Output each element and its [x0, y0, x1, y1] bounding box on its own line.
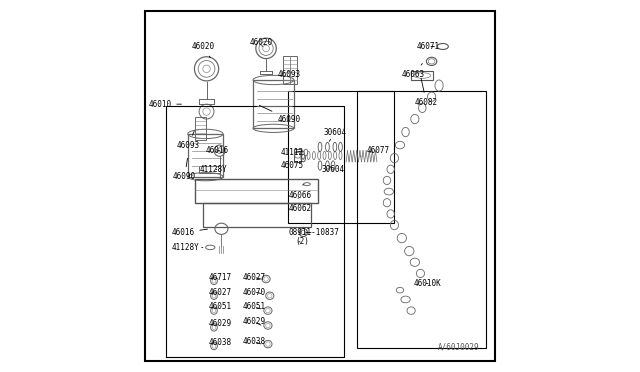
Text: 46077: 46077	[361, 146, 390, 156]
Text: 46020: 46020	[250, 38, 273, 47]
Bar	[289, 91, 394, 223]
Text: 46090: 46090	[259, 105, 300, 124]
Text: 46038: 46038	[242, 337, 266, 346]
Bar	[195, 179, 318, 203]
Text: 46010K: 46010K	[414, 279, 442, 288]
Text: 46062: 46062	[289, 198, 312, 213]
Text: 46027: 46027	[209, 288, 232, 296]
Text: 41112: 41112	[281, 148, 304, 157]
Text: 46070: 46070	[242, 288, 266, 296]
Text: 46016: 46016	[205, 146, 229, 155]
Text: 46090: 46090	[173, 158, 196, 181]
Bar	[188, 134, 223, 177]
Text: 46717: 46717	[209, 273, 232, 282]
Text: 30604: 30604	[324, 128, 347, 141]
Text: 46071: 46071	[417, 42, 440, 51]
Text: A/60J0029: A/60J0029	[438, 343, 480, 352]
Text: 30604: 30604	[322, 165, 345, 174]
Text: 08911-10837: 08911-10837	[289, 228, 339, 237]
Text: 46075: 46075	[281, 158, 304, 170]
Bar	[357, 91, 486, 348]
Text: (2): (2)	[296, 237, 310, 246]
Bar	[195, 117, 206, 140]
Text: 46010: 46010	[148, 100, 182, 109]
Text: 46063: 46063	[402, 64, 425, 79]
Text: 46029: 46029	[242, 317, 266, 326]
Text: 46020: 46020	[191, 42, 215, 58]
Bar	[253, 80, 294, 128]
Text: 46016: 46016	[172, 228, 207, 237]
Text: 46051: 46051	[209, 302, 232, 311]
Text: 46082: 46082	[415, 78, 438, 107]
Bar	[411, 71, 433, 80]
Text: 46029: 46029	[209, 319, 232, 328]
Text: 46093: 46093	[177, 131, 200, 150]
Bar	[203, 203, 310, 227]
Text: 46027: 46027	[242, 273, 266, 282]
Text: 46051: 46051	[242, 302, 266, 311]
Text: 46093: 46093	[277, 70, 300, 79]
Text: 46038: 46038	[209, 339, 232, 347]
Bar	[294, 149, 301, 162]
Text: 41128Y: 41128Y	[172, 243, 203, 252]
Text: 46066: 46066	[289, 184, 312, 200]
Text: 41128Y: 41128Y	[199, 165, 227, 174]
Bar	[283, 56, 297, 84]
Bar	[199, 166, 220, 173]
